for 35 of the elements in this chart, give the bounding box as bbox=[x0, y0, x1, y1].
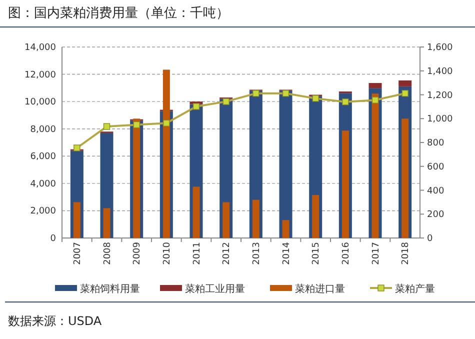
y2-tick-label: 0 bbox=[427, 234, 433, 244]
legend-label: 菜粕产量 bbox=[395, 283, 435, 295]
x-tick-label: 2014 bbox=[282, 242, 292, 265]
y-tick-label: 12,000 bbox=[24, 70, 56, 80]
x-tick-label: 2017 bbox=[371, 242, 382, 265]
x-tick-label: 2012 bbox=[222, 242, 232, 265]
y2-tick-label: 200 bbox=[427, 210, 444, 220]
y-tick-label: 10,000 bbox=[24, 98, 56, 108]
y2-tick-label: 1,400 bbox=[427, 66, 454, 77]
y-tick-label: 6,000 bbox=[30, 152, 56, 162]
x-tick-label: 2015 bbox=[312, 242, 322, 265]
y-tick-label: 14,000 bbox=[24, 43, 56, 53]
y-tick-label: 0 bbox=[50, 234, 56, 244]
y2-tick-label: 1,200 bbox=[427, 90, 454, 101]
x-tick-label: 2009 bbox=[132, 242, 143, 265]
x-tick-label: 2016 bbox=[341, 242, 352, 265]
x-tick-label: 2018 bbox=[401, 242, 412, 265]
y2-tick-label: 400 bbox=[427, 186, 444, 196]
x-tick-label: 2013 bbox=[252, 242, 262, 265]
y-tick-label: 4,000 bbox=[30, 179, 56, 190]
source-note: 数据来源：USDA bbox=[8, 314, 102, 328]
y-tick-label: 2,000 bbox=[30, 206, 56, 217]
chart-title: 图：国内菜粕消费用量（单位：千吨） bbox=[8, 6, 229, 21]
y2-tick-label: 600 bbox=[427, 162, 444, 172]
x-tick-label: 2008 bbox=[102, 242, 113, 265]
x-tick-label: 2007 bbox=[72, 242, 83, 265]
y2-tick-label: 1,600 bbox=[427, 43, 454, 53]
legend-label: 菜粕工业用量 bbox=[185, 283, 245, 295]
x-tick-label: 2010 bbox=[162, 242, 172, 265]
y2-tick-label: 1,000 bbox=[427, 114, 454, 125]
y-tick-label: 8,000 bbox=[30, 124, 56, 135]
legend-label: 菜粕进口量 bbox=[295, 283, 345, 295]
legend-label: 菜粕饲料用量 bbox=[80, 283, 140, 295]
y2-tick-label: 800 bbox=[427, 138, 444, 148]
x-tick-label: 2011 bbox=[192, 242, 202, 265]
